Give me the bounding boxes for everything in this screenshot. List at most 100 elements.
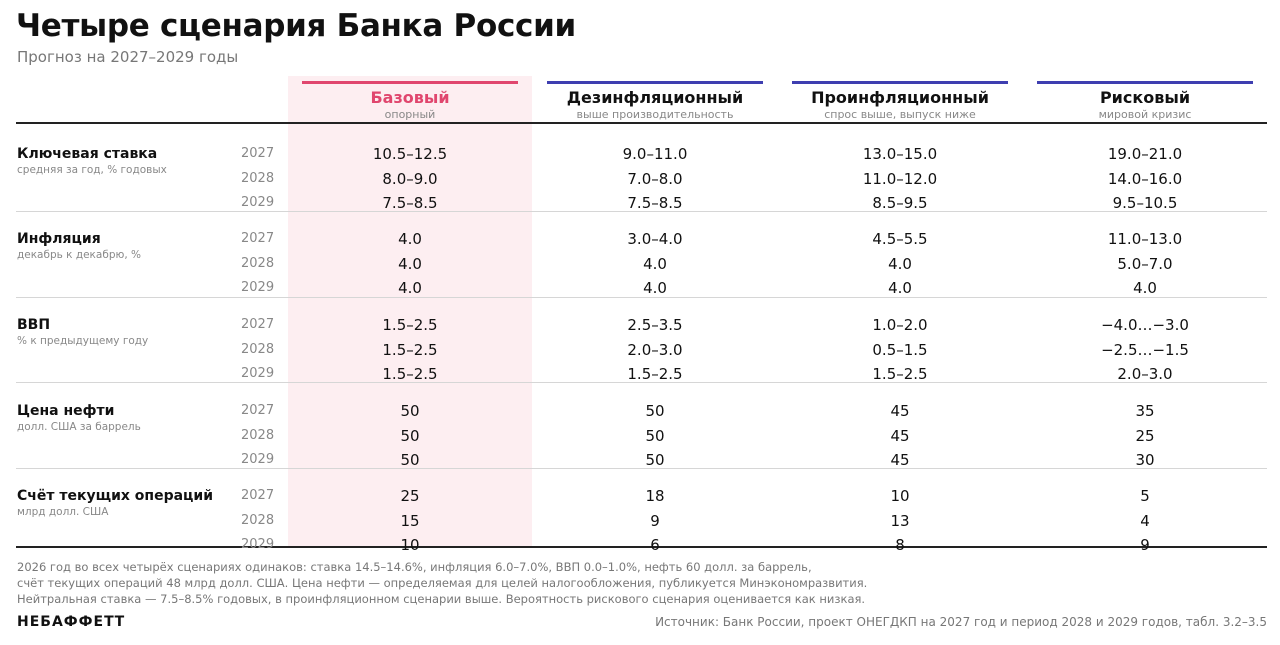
value-cell: 9 [650,511,660,530]
value-cell: 9 [1140,536,1150,554]
value-cell: 1.5–2.5 [872,365,928,383]
value-cell: 9.0–11.0 [622,145,688,163]
value-cell: 45 [890,451,910,469]
value-cell: 9.5–10.5 [1112,194,1178,212]
indicator-label: ВВП % к предыдущему году [17,317,148,347]
value-cell: 14.0–16.0 [1107,169,1183,188]
indicator-name: ВВП [17,317,51,333]
value-cell: 35 [1135,402,1155,420]
year-label: 2028 [241,255,275,271]
value-cell: 11.0–13.0 [1107,230,1183,248]
scenario-header: Рисковый мировой кризис [1025,88,1265,121]
value-cell: −4.0…−3.0 [1101,316,1189,334]
value-cell: 15 [400,511,420,530]
year-label: 2027 [241,146,275,161]
value-cell: 4.0 [398,279,422,297]
value-cell: 18 [645,487,665,505]
value-cell: 1.5–2.5 [627,365,683,383]
scenario-subtitle: опорный [384,108,436,121]
scenario-header: Дезинфляционный выше производительность [535,88,775,121]
year-label: 2028 [241,427,275,443]
value-cell: 4.0 [888,279,912,297]
value-cell: 4.0 [643,254,667,273]
table-bottom-divider [16,546,1267,548]
row-divider [16,211,1267,212]
year-label: 2029 [241,366,275,381]
value-cell: 50 [400,451,420,469]
row-divider [16,297,1267,298]
value-cell: 50 [400,426,420,445]
scenario-name: Дезинфляционный [566,88,744,107]
value-cell: 50 [645,402,665,420]
value-cell: 4.0 [888,254,912,273]
year-label: 2027 [241,231,275,246]
value-cell: −2.5…−1.5 [1101,340,1189,359]
value-cell: 1.5–2.5 [382,365,438,383]
value-cell: 6 [650,536,660,554]
value-cell: 8.0–9.0 [382,169,438,188]
scenario-bar-risk [1037,81,1253,84]
value-cell: 4.0 [1133,279,1157,297]
year-label: 2029 [241,195,275,210]
value-cell: 8.5–9.5 [872,194,928,212]
header-divider [16,122,1267,124]
indicator-label: Ключевая ставка средняя за год, % годовых [17,146,167,176]
value-cell: 0.5–1.5 [872,340,928,359]
value-cell: 10 [400,536,420,554]
value-cell: 10 [890,487,910,505]
source-note: Источник: Банк России, проект ОНЕГДКП на… [655,615,1267,629]
indicator-name: Счёт текущих операций [17,488,214,504]
indicator-label: Цена нефти долл. США за баррель [17,403,141,433]
value-cell: 3.0–4.0 [627,230,683,248]
year-label: 2028 [241,341,275,357]
indicator-label: Инфляция декабрь к декабрю, % [17,231,141,261]
value-cell: 8 [895,536,905,554]
year-label: 2027 [241,488,275,503]
indicator-name: Инфляция [17,231,101,247]
value-cell: 45 [890,402,910,420]
value-cell: 50 [400,402,420,420]
indicator-unit: % к предыдущему году [17,335,149,347]
value-cell: 2.0–3.0 [1117,365,1173,383]
value-cell: 5.0–7.0 [1117,254,1173,273]
scenario-subtitle: выше производительность [576,108,734,121]
value-cell: 10.5–12.5 [372,145,448,163]
indicator-unit: долл. США за баррель [17,421,141,433]
value-cell: 7.5–8.5 [627,194,683,212]
indicator-name: Ключевая ставка [17,146,158,162]
value-cell: 19.0–21.0 [1107,145,1183,163]
value-cell: 11.0–12.0 [862,169,938,188]
year-label: 2029 [241,537,275,552]
value-cell: 2.5–3.5 [627,316,683,334]
value-cell: 2.0–3.0 [627,340,683,359]
scenario-header: Базовый опорный [290,88,530,121]
page-subtitle: Прогноз на 2027–2029 годы [17,48,239,66]
row-divider [16,382,1267,383]
value-cell: 30 [1135,451,1155,469]
note-line: Нейтральная ставка — 7.5–8.5% годовых, в… [17,592,866,606]
value-cell: 7.5–8.5 [382,194,438,212]
scenario-subtitle: мировой кризис [1098,108,1192,121]
scenario-subtitle: спрос выше, выпуск ниже [824,108,976,121]
scenario-bar-base [302,81,518,84]
indicator-label: Счёт текущих операций млрд долл. США [17,488,213,518]
value-cell: 4.0 [398,254,422,273]
value-cell: 4.0 [398,230,422,248]
indicator-unit: млрд долл. США [17,506,109,518]
value-cell: 50 [645,426,665,445]
value-cell: 45 [890,426,910,445]
row-divider [16,468,1267,469]
scenario-name: Базовый [370,88,450,107]
year-label: 2029 [241,280,275,295]
value-cell: 13.0–15.0 [862,145,938,163]
scenario-name: Проинфляционный [811,88,989,107]
value-cell: 5 [1140,487,1150,505]
indicator-unit: средняя за год, % годовых [17,164,167,176]
page-title: Четыре сценария Банка России [16,8,576,44]
year-label: 2028 [241,170,275,186]
scenario-name: Рисковый [1099,88,1191,107]
value-cell: 4.0 [643,279,667,297]
value-cell: 1.5–2.5 [382,316,438,334]
indicator-unit: декабрь к декабрю, % [17,249,141,261]
value-cell: 1.5–2.5 [382,340,438,359]
